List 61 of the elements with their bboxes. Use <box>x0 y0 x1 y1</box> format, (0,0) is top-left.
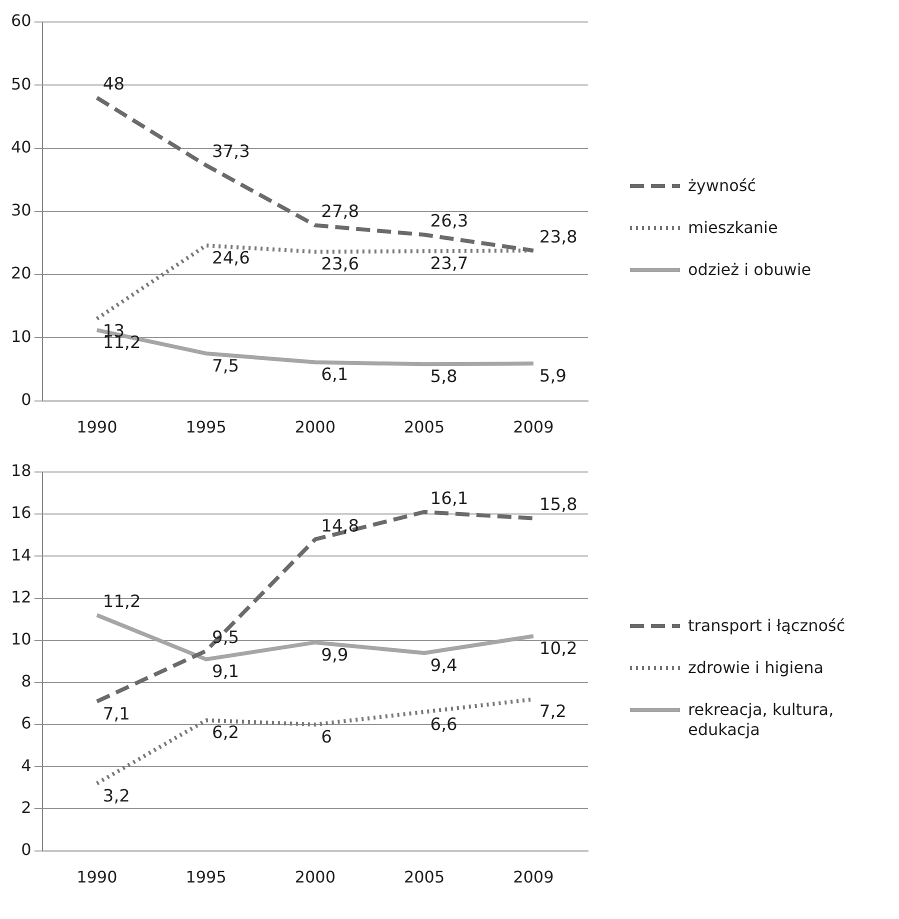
data-label: 7,5 <box>212 356 240 376</box>
y-tick-label: 4 <box>21 756 32 775</box>
legend-label: odzież i obuwie <box>688 260 812 280</box>
line-series <box>94 510 536 704</box>
data-label: 9,4 <box>430 656 458 676</box>
data-label: 37,3 <box>212 142 250 162</box>
y-tick-label: 20 <box>11 264 32 283</box>
data-label: 10,2 <box>539 639 578 660</box>
data-label: 24,6 <box>212 248 250 268</box>
data-label: 16,1 <box>430 488 468 509</box>
legend-label: rekreacja, kultura, edukacja <box>688 700 835 740</box>
x-tick-label: 1990 <box>76 868 118 887</box>
data-label: 7,1 <box>102 704 130 724</box>
data-label: 26,3 <box>430 212 468 232</box>
data-label: 6,1 <box>321 365 348 386</box>
data-label: 3,2 <box>102 786 130 806</box>
data-label: 23,7 <box>430 254 468 274</box>
x-tick-label: 1995 <box>186 868 226 887</box>
x-tick-label: 2005 <box>404 868 445 887</box>
legend-label: żywność <box>688 176 756 196</box>
y-tick-label: 2 <box>21 798 32 817</box>
data-label: 5,9 <box>539 366 566 386</box>
data-label: 9,9 <box>321 645 348 666</box>
y-tick-label: 10 <box>11 326 32 346</box>
data-label: 7,2 <box>539 702 566 722</box>
y-tick-label: 60 <box>11 11 32 30</box>
x-tick-label: 2000 <box>294 418 336 437</box>
data-label: 27,8 <box>321 202 360 222</box>
legend-label: mieszkanie <box>688 218 778 238</box>
x-tick-label: 2005 <box>404 418 445 437</box>
x-tick-label: 2009 <box>513 868 554 887</box>
data-label: 6,6 <box>430 714 458 735</box>
y-tick-label: 12 <box>11 587 32 606</box>
x-tick-label: 2000 <box>294 868 336 887</box>
y-tick-label: 6 <box>21 714 32 733</box>
data-label: 6 <box>321 727 332 748</box>
x-tick-label: 1990 <box>76 418 118 437</box>
data-label: 6,2 <box>212 723 240 744</box>
y-tick-label: 50 <box>11 74 32 94</box>
data-label: 23,6 <box>321 254 360 275</box>
y-tick-label: 10 <box>11 630 32 649</box>
data-label: 15,8 <box>539 495 578 516</box>
y-tick-label: 14 <box>11 545 32 564</box>
data-label: 11,2 <box>102 592 141 612</box>
data-label: 23,8 <box>539 227 578 248</box>
y-tick-label: 8 <box>21 672 32 691</box>
legend-label: zdrowie i higiena <box>688 658 824 678</box>
y-tick-label: 0 <box>21 390 32 409</box>
y-tick-label: 18 <box>11 461 32 480</box>
legend-label: transport i łączność <box>688 616 846 636</box>
data-label: 9,1 <box>212 662 240 682</box>
y-tick-label: 40 <box>11 137 32 156</box>
y-tick-label: 16 <box>11 503 32 522</box>
y-tick-label: 0 <box>21 840 32 859</box>
data-label: 48 <box>102 74 125 95</box>
y-tick-label: 30 <box>11 200 32 220</box>
data-label: 9,5 <box>212 628 240 648</box>
x-tick-label: 2009 <box>513 418 554 437</box>
x-tick-label: 1995 <box>186 418 226 437</box>
data-label: 5,8 <box>430 367 458 388</box>
data-label: 14,8 <box>321 516 360 536</box>
